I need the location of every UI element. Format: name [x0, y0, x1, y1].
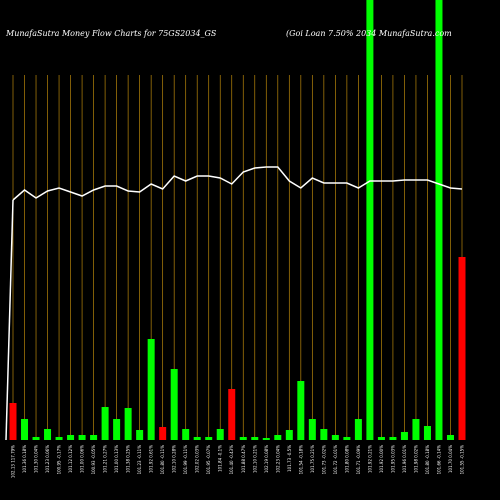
- bar: [366, 0, 374, 440]
- x-tick-label: 101.30 0.04%: [34, 445, 39, 473]
- bar: [446, 435, 454, 440]
- x-tick-label: 101.00 0.06%: [80, 445, 85, 473]
- bar: [239, 437, 247, 440]
- line-lead: [5, 199, 14, 441]
- bar: [113, 419, 121, 440]
- x-tick-label: 101.80 -0.11%: [160, 445, 165, 475]
- x-tick-label: 101.54 -0.18%: [298, 445, 303, 475]
- bar: [32, 437, 40, 440]
- bar: [78, 435, 86, 440]
- x-tick-label: 102.10 0.28%: [172, 445, 177, 473]
- x-tick-label: 101.92 0.61%: [149, 445, 154, 473]
- bar: [377, 437, 385, 440]
- x-tick-label: 101.36 0.18%: [22, 445, 27, 473]
- bar: [297, 381, 305, 440]
- bar: [412, 419, 420, 440]
- bar: [44, 429, 52, 440]
- bar: [205, 437, 213, 440]
- bar: [354, 419, 362, 440]
- x-tick-label: 101.98 0.02%: [413, 445, 418, 473]
- x-tick-label: 101.70 0.04%: [448, 445, 453, 473]
- bar: [216, 429, 224, 440]
- price-line: [12, 166, 463, 201]
- x-tick-label: 101.75 0.21%: [310, 445, 315, 473]
- bar: [228, 389, 236, 440]
- bar: [147, 339, 155, 440]
- x-tick-label: 101.99 -0.11%: [183, 445, 188, 475]
- x-tick-label: 101.21 0.27%: [103, 445, 108, 473]
- x-tick-label: 100.93 -0.05%: [91, 445, 96, 475]
- bar: [67, 435, 75, 440]
- x-tick-label: 102.02 0.03%: [195, 445, 200, 473]
- x-tick-label: 101.96 0.01%: [402, 445, 407, 473]
- x-tick-label: 101.95 0.03%: [390, 445, 395, 473]
- x-tick-label: 102.13 117.79%: [11, 445, 16, 478]
- bar: [21, 419, 29, 440]
- x-tick-label: 101.00 0.13%: [114, 445, 119, 473]
- chart-title: MunafaSutra Money Flow Charts for 75GS20…: [5, 29, 217, 38]
- x-tick-label: 101.38 0.25%: [126, 445, 131, 473]
- x-tick-label: 102.19 0.08%: [264, 445, 269, 473]
- x-tick-label: 101.92 0.21%: [367, 445, 372, 473]
- x-tick-label: 101.80 0.08%: [344, 445, 349, 473]
- bar: [343, 437, 351, 440]
- bar: [101, 407, 109, 440]
- x-tick-label: 101.95 -0.07%: [206, 445, 211, 475]
- bar: [458, 257, 466, 440]
- bar: [182, 429, 190, 440]
- x-tick-label: 101.84 -0.1%: [218, 445, 223, 472]
- bar: [400, 432, 408, 440]
- x-tick-label: 101.23 0.06%: [45, 445, 50, 473]
- x-tick-label: 101.73 -0.02%: [321, 445, 326, 475]
- bar: [389, 437, 397, 440]
- x-tick-label: 101.72 -0.01%: [333, 445, 338, 475]
- x-tick-label: 100.95 -0.17%: [57, 445, 62, 475]
- x-tick-label: 102.23 0.04%: [275, 445, 280, 473]
- bar: [124, 408, 132, 440]
- x-tick-label: 101.12 0.12%: [68, 445, 73, 473]
- bar: [136, 430, 144, 440]
- x-tick-label: 101.55 -0.15%: [460, 445, 465, 475]
- x-tick-label: 101.88 0.47%: [241, 445, 246, 473]
- x-tick-label: 101.80 -0.18%: [425, 445, 430, 475]
- bar: [285, 430, 293, 440]
- x-tick-label: 101.66 -0.14%: [436, 445, 441, 475]
- bar: [262, 438, 270, 440]
- x-tick-label: 101.23 -0.11%: [137, 445, 142, 475]
- x-tick-label: 102.10 0.21%: [252, 445, 257, 473]
- x-tick-label: 101.92 0.00%: [379, 445, 384, 473]
- bar: [9, 403, 17, 440]
- x-tick-label: 101.73 -0.5%: [287, 445, 292, 472]
- bar: [55, 437, 63, 440]
- bar: [274, 435, 282, 440]
- bar: [331, 435, 339, 440]
- bar: [193, 437, 201, 440]
- x-tick-label: 101.40 -0.43%: [229, 445, 234, 475]
- bar: [423, 426, 431, 440]
- bar: [170, 369, 178, 440]
- x-tick-label: 101.71 -0.09%: [356, 445, 361, 475]
- chart-subtitle: (Goi Loan 7.50% 2034 MunafaSutra.com: [286, 29, 452, 38]
- bar: [159, 427, 167, 440]
- bar: [320, 429, 328, 440]
- bar: [308, 419, 316, 440]
- bar: [435, 0, 443, 440]
- bar: [251, 437, 259, 440]
- bar: [90, 435, 98, 440]
